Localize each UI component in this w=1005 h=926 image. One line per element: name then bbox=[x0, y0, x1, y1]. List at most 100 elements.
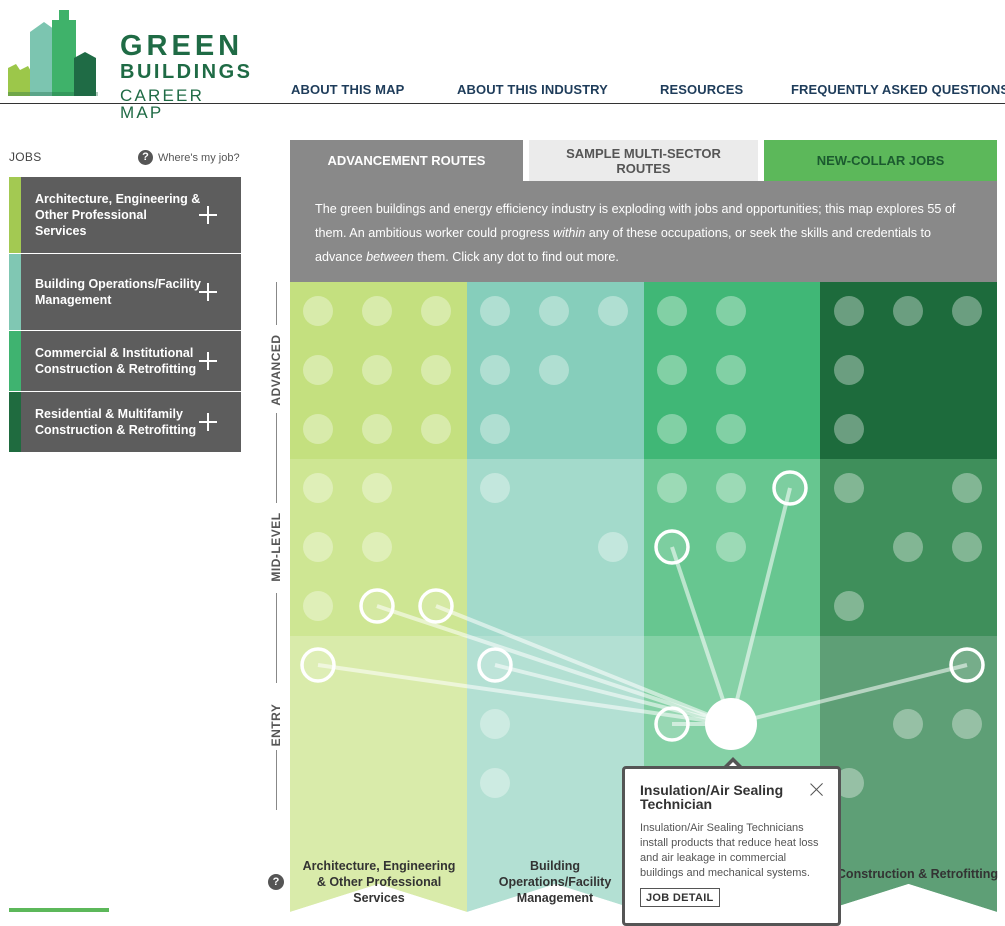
sidebar-item-label: Residential & Multifamily Construction &… bbox=[35, 407, 197, 437]
job-dot[interactable] bbox=[716, 355, 746, 385]
job-dot[interactable] bbox=[952, 532, 982, 562]
tab-sample-multi-sector-routes[interactable]: SAMPLE MULTI-SECTOR ROUTES bbox=[529, 140, 758, 181]
job-dot[interactable] bbox=[834, 414, 864, 444]
advancement-route-line bbox=[494, 663, 732, 726]
level-divider-line bbox=[276, 282, 277, 325]
job-dot[interactable] bbox=[362, 296, 392, 326]
route-job-dot[interactable] bbox=[772, 470, 808, 506]
job-dot[interactable] bbox=[716, 296, 746, 326]
sidebar-item-architecture[interactable]: Architecture, Engineering & Other Profes… bbox=[9, 177, 241, 253]
wheres-my-job-label: Where's my job? bbox=[158, 151, 240, 164]
job-dot[interactable] bbox=[303, 591, 333, 621]
job-detail-button[interactable]: JOB DETAIL bbox=[640, 888, 720, 907]
career-map bbox=[290, 282, 997, 912]
job-dot[interactable] bbox=[480, 709, 510, 739]
job-dot[interactable] bbox=[303, 355, 333, 385]
job-dot[interactable] bbox=[480, 296, 510, 326]
job-dot[interactable] bbox=[421, 414, 451, 444]
sidebar-item-residential-construction[interactable]: Residential & Multifamily Construction &… bbox=[9, 392, 241, 452]
job-dot[interactable] bbox=[952, 473, 982, 503]
route-job-dot[interactable] bbox=[300, 647, 336, 683]
popup-description: Insulation/Air Sealing Technicians insta… bbox=[640, 822, 819, 879]
job-dot[interactable] bbox=[539, 296, 569, 326]
level-label-advanced: ADVANCED bbox=[269, 334, 283, 406]
job-dot[interactable] bbox=[657, 355, 687, 385]
job-dot[interactable] bbox=[716, 532, 746, 562]
job-dot[interactable] bbox=[657, 296, 687, 326]
popup-title: Insulation/Air Sealing Technician bbox=[640, 782, 784, 812]
job-dot[interactable] bbox=[421, 296, 451, 326]
nav-faq[interactable]: FREQUENTLY ASKED QUESTIONS bbox=[791, 82, 1005, 97]
route-job-dot[interactable] bbox=[654, 529, 690, 565]
job-dot[interactable] bbox=[598, 532, 628, 562]
tab-new-collar-jobs[interactable]: NEW-COLLAR JOBS bbox=[764, 140, 997, 181]
job-dot[interactable] bbox=[362, 414, 392, 444]
job-dot[interactable] bbox=[362, 532, 392, 562]
logo-word-buildings: BUILDINGS bbox=[120, 61, 253, 83]
popup-pointer-fill bbox=[726, 762, 740, 769]
tab-label: SAMPLE MULTI-SECTOR ROUTES bbox=[566, 145, 721, 176]
column-chevron-notch bbox=[290, 884, 467, 912]
job-dot[interactable] bbox=[303, 414, 333, 444]
job-dot[interactable] bbox=[598, 296, 628, 326]
job-dot[interactable] bbox=[952, 709, 982, 739]
job-dot[interactable] bbox=[303, 296, 333, 326]
route-job-dot[interactable] bbox=[654, 706, 690, 742]
job-dot[interactable] bbox=[362, 473, 392, 503]
job-dot[interactable] bbox=[657, 473, 687, 503]
job-dot[interactable] bbox=[893, 532, 923, 562]
route-job-dot[interactable] bbox=[418, 588, 454, 624]
job-dot[interactable] bbox=[952, 296, 982, 326]
close-icon[interactable] bbox=[810, 783, 824, 797]
advancement-route-line bbox=[670, 546, 733, 725]
sidebar-item-label: Commercial & Institutional Construction … bbox=[35, 346, 197, 376]
job-dot[interactable] bbox=[480, 768, 510, 798]
job-dot[interactable] bbox=[834, 768, 864, 798]
route-job-dot[interactable] bbox=[359, 588, 395, 624]
tab-advancement-routes[interactable]: ADVANCEMENT ROUTES bbox=[290, 140, 523, 181]
route-job-dot[interactable] bbox=[477, 647, 513, 683]
job-dot[interactable] bbox=[893, 709, 923, 739]
sidebar-item-commercial-construction[interactable]: Commercial & Institutional Construction … bbox=[9, 331, 241, 391]
sidebar-item-label: Architecture, Engineering & Other Profes… bbox=[35, 192, 201, 238]
sidebar-item-building-operations[interactable]: Building Operations/Facility Management bbox=[9, 254, 241, 330]
band-residential-construction-entry bbox=[820, 636, 997, 912]
column-label-building-operations: Building Operations/Facility Management bbox=[498, 859, 612, 905]
nav-resources[interactable]: RESOURCES bbox=[660, 82, 744, 97]
intro-text: The green buildings and energy efficienc… bbox=[290, 181, 997, 282]
category-color-bar bbox=[9, 177, 21, 253]
logo-word-green: GREEN bbox=[120, 30, 244, 62]
job-dot[interactable] bbox=[834, 473, 864, 503]
job-dot[interactable] bbox=[480, 473, 510, 503]
advancement-route-line bbox=[435, 604, 732, 726]
selected-job-dot[interactable] bbox=[705, 698, 757, 750]
question-icon[interactable]: ? bbox=[268, 874, 284, 890]
job-dot[interactable] bbox=[480, 355, 510, 385]
band-commercial-construction-advanced bbox=[644, 282, 820, 459]
advancement-route-line bbox=[730, 663, 968, 726]
wheres-my-job-link[interactable]: ? Where's my job? bbox=[138, 150, 240, 165]
band-building-operations-mid bbox=[467, 459, 644, 636]
job-dot[interactable] bbox=[834, 591, 864, 621]
job-dot[interactable] bbox=[834, 355, 864, 385]
intro-emphasis: within bbox=[553, 226, 586, 240]
job-dot[interactable] bbox=[421, 355, 451, 385]
job-dot[interactable] bbox=[893, 296, 923, 326]
nav-about-this-industry[interactable]: ABOUT THIS INDUSTRY bbox=[457, 82, 608, 97]
job-dot[interactable] bbox=[716, 414, 746, 444]
job-dot[interactable] bbox=[303, 532, 333, 562]
job-dot[interactable] bbox=[362, 355, 392, 385]
nav-about-this-map[interactable]: ABOUT THIS MAP bbox=[291, 82, 405, 97]
job-popup: Insulation/Air Sealing Technician Insula… bbox=[622, 766, 841, 926]
level-divider-line bbox=[276, 750, 277, 810]
job-dot[interactable] bbox=[657, 414, 687, 444]
job-dot[interactable] bbox=[716, 473, 746, 503]
job-dot[interactable] bbox=[480, 414, 510, 444]
job-dot[interactable] bbox=[539, 355, 569, 385]
logo[interactable]: GREEN BUILDINGS CAREER MAP bbox=[8, 8, 250, 121]
band-architecture-advanced bbox=[290, 282, 467, 459]
job-dot[interactable] bbox=[303, 473, 333, 503]
band-building-operations-advanced bbox=[467, 282, 644, 459]
route-job-dot[interactable] bbox=[949, 647, 985, 683]
job-dot[interactable] bbox=[834, 296, 864, 326]
